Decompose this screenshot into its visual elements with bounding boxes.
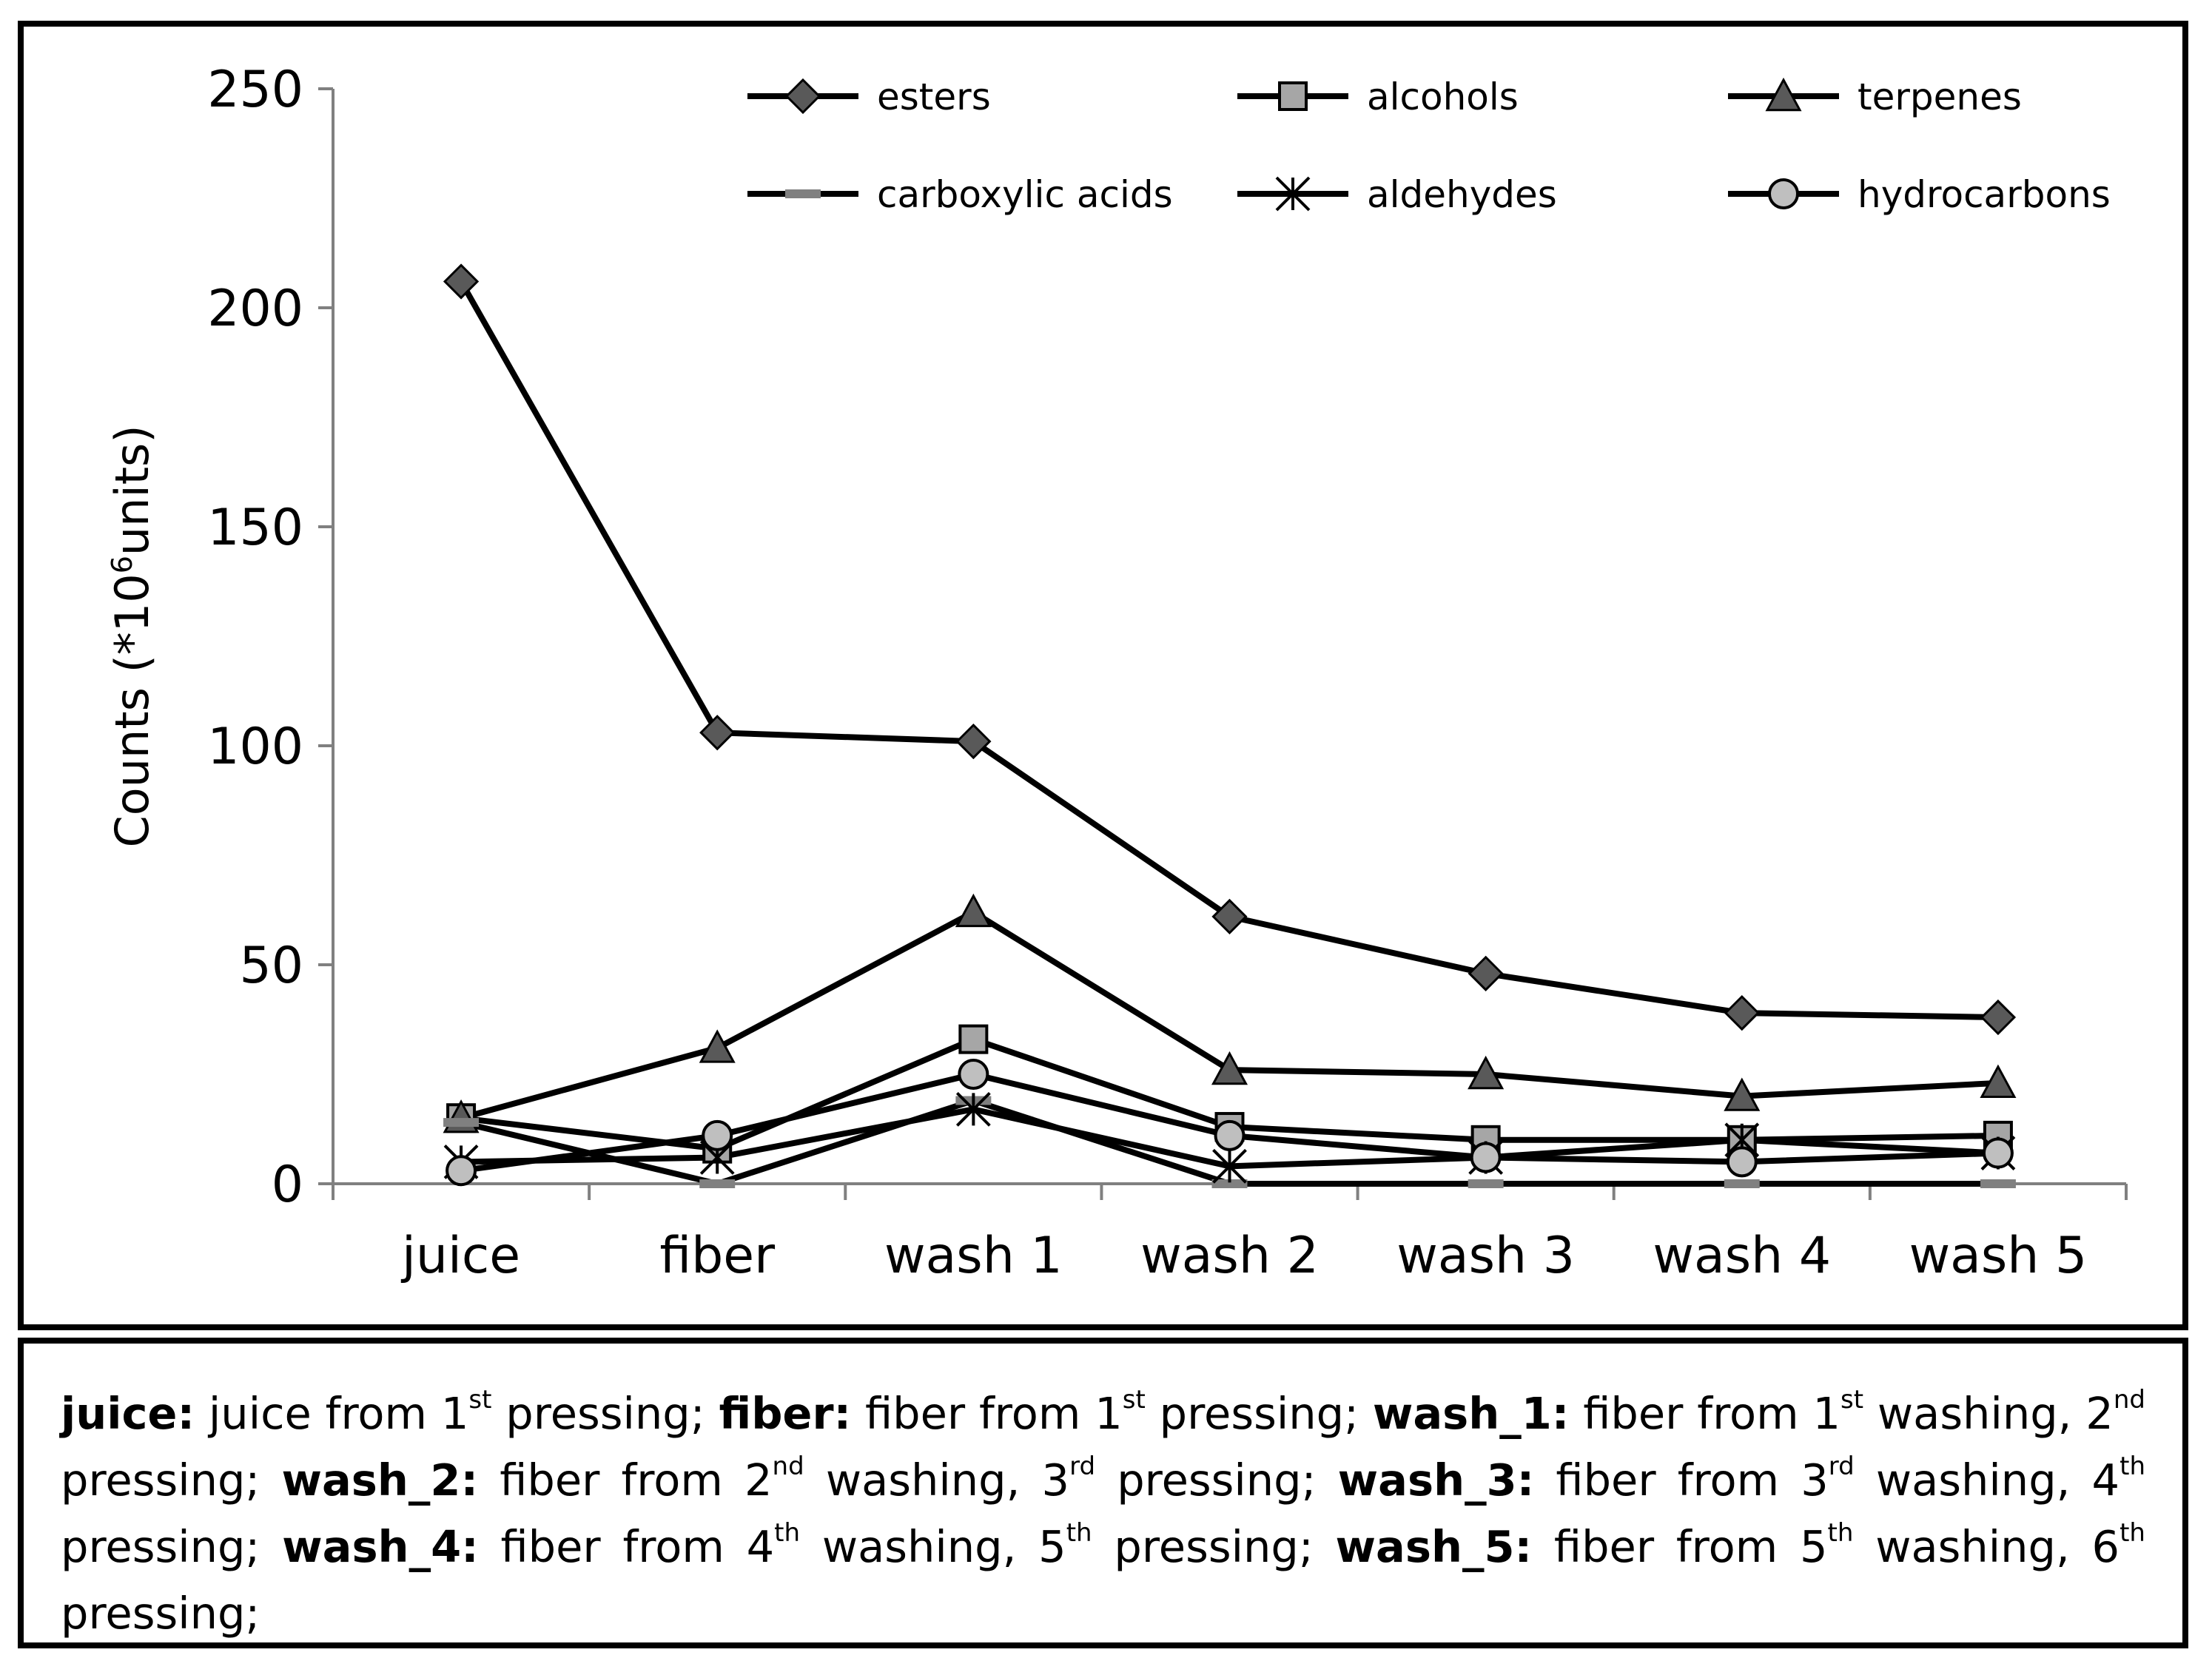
legend-label: terpenes <box>1858 75 2022 118</box>
data-point-esters <box>1468 955 1504 991</box>
axes <box>318 87 2128 1200</box>
legend-marker <box>784 78 821 115</box>
y-tick-label: 150 <box>207 499 303 557</box>
legend-item-alcohols: alcohols <box>1237 75 1519 118</box>
x-tick-label: fiber <box>659 1227 775 1285</box>
legend-item-esters: esters <box>747 75 991 118</box>
caption-entry: wash_1: fiber from 1st washing, 2nd pres… <box>61 1385 2145 1506</box>
caption-entry: wash_4: fiber from 4th washing, 5th pres… <box>282 1518 1314 1572</box>
data-point-carboxylic-acids <box>1724 1179 1760 1188</box>
legend: esters alcohols terpenes carboxylic acids al… <box>747 75 2111 216</box>
data-point-hydrocarbons <box>1214 1119 1245 1151</box>
legend-marker <box>1278 81 1308 111</box>
data-point-hydrocarbons <box>1726 1146 1758 1178</box>
legend-label: hydrocarbons <box>1858 173 2111 216</box>
caption-entry: juice: juice from 1st pressing; <box>61 1385 705 1439</box>
legend-marker <box>1275 176 1311 212</box>
y-tick-label: 0 <box>272 1156 303 1214</box>
x-tick-label: juice <box>400 1227 520 1285</box>
data-point-esters <box>1211 898 1248 935</box>
caption-key: wash_2: <box>281 1455 479 1506</box>
data-point-terpenes <box>699 1029 736 1063</box>
legend-item-hydrocarbons: hydrocarbons <box>1728 173 2111 216</box>
data-point-esters <box>699 715 736 751</box>
data-point-hydrocarbons <box>1982 1137 2014 1169</box>
legend-marker <box>1765 77 1802 112</box>
series-markers <box>443 263 2017 1188</box>
data-point-terpenes <box>1724 1077 1761 1111</box>
legend-marker <box>785 189 821 198</box>
data-point-alcohols <box>958 1024 989 1054</box>
data-point-carboxylic-acids <box>699 1179 736 1188</box>
data-point-esters <box>1980 999 2017 1036</box>
y-tick-labels: 0 50 100 150 200 250 <box>207 61 303 1214</box>
legend-label: alcohols <box>1367 75 1519 118</box>
legend-label: carboxylic acids <box>877 173 1173 216</box>
caption-key: wash_3: <box>1337 1455 1535 1506</box>
x-tick-label: wash 2 <box>1140 1227 1319 1285</box>
x-tick-label: wash 1 <box>884 1227 1063 1285</box>
caption-entry: wash_5: fiber from 5th washing, 6th pres… <box>61 1518 2145 1639</box>
caption-key: juice: <box>61 1388 195 1439</box>
x-tick-label: wash 5 <box>1909 1227 2088 1285</box>
data-point-hydrocarbons <box>1470 1142 1502 1173</box>
data-point-carboxylic-acids <box>1980 1179 2016 1188</box>
legend-marker <box>1768 178 1799 209</box>
data-point-carboxylic-acids <box>443 1118 480 1128</box>
data-point-esters <box>955 723 992 760</box>
series-lines <box>458 280 1999 1187</box>
data-point-hydrocarbons <box>958 1059 989 1090</box>
caption-box: juice: juice from 1st pressing; fiber: f… <box>18 1338 2188 1648</box>
data-point-esters <box>1724 994 1760 1031</box>
y-axis-label-superscript: 6 <box>106 556 138 573</box>
y-axis-label: Counts (*106units) <box>105 425 159 847</box>
legend-label: aldehydes <box>1367 173 1557 216</box>
caption-key: wash_5: <box>1335 1521 1533 1572</box>
data-point-carboxylic-acids <box>1211 1179 1248 1188</box>
data-point-carboxylic-acids <box>1468 1179 1504 1188</box>
y-tick-label: 100 <box>207 718 303 776</box>
legend-label: esters <box>877 75 991 118</box>
chart-frame <box>18 21 2188 1330</box>
data-point-terpenes <box>1980 1064 2017 1099</box>
caption-text: juice: juice from 1st pressing; fiber: f… <box>61 1381 2145 1647</box>
caption-entry: wash_3: fiber from 3rd washing, 4th pres… <box>61 1452 2145 1572</box>
caption-entry: wash_2: fiber from 2nd washing, 3rd pres… <box>281 1452 1317 1506</box>
data-point-hydrocarbons <box>446 1155 477 1187</box>
caption-key: wash_1: <box>1372 1388 1570 1439</box>
data-point-esters <box>443 263 480 300</box>
x-tick-labels: juice fiber wash 1 wash 2 wash 3 wash 4 wash 5 <box>400 1227 2087 1285</box>
data-point-aldehydes <box>1212 1148 1247 1184</box>
data-point-hydrocarbons <box>702 1119 733 1151</box>
legend-item-carboxylic-acids: carboxylic acids <box>747 173 1173 216</box>
y-tick-label: 250 <box>207 61 303 119</box>
x-tick-label: wash 4 <box>1653 1227 1831 1285</box>
y-tick-label: 50 <box>239 937 303 995</box>
caption-key: fiber: <box>719 1388 852 1439</box>
data-point-terpenes <box>1468 1055 1505 1090</box>
legend-item-terpenes: terpenes <box>1728 75 2022 118</box>
x-tick-label: wash 3 <box>1396 1227 1575 1285</box>
data-point-terpenes <box>955 893 992 928</box>
data-point-terpenes <box>1211 1051 1248 1085</box>
line-chart: 0 50 100 150 200 250 juice fiber wash 1 wash 2 wa… <box>105 61 2128 1285</box>
caption-entry: fiber: fiber from 1st pressing; <box>719 1385 1359 1439</box>
y-tick-label: 200 <box>207 280 303 338</box>
legend-item-aldehydes: aldehydes <box>1237 173 1557 216</box>
caption-key: wash_4: <box>282 1521 479 1572</box>
data-point-aldehydes <box>955 1091 991 1127</box>
